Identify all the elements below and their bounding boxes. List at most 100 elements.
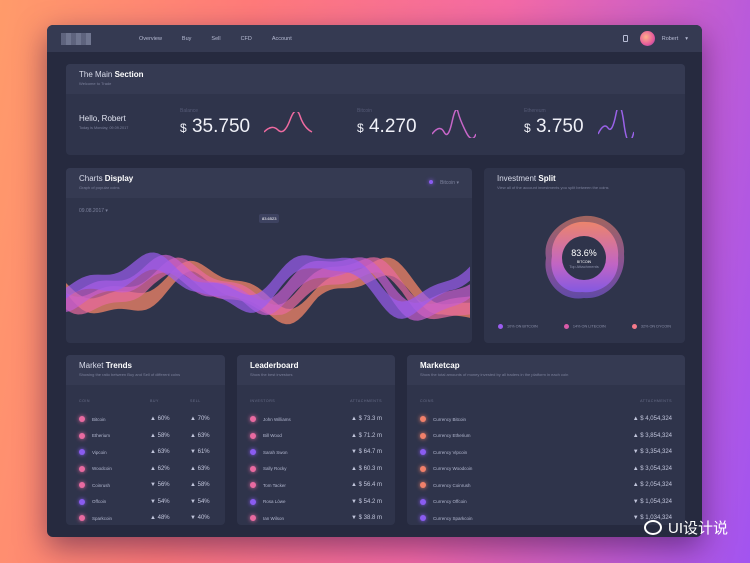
table-row[interactable]: Currency Offcoin ▼ $ 1,054,324 xyxy=(420,494,672,511)
row-name: Bitcoin xyxy=(92,416,106,422)
table-row[interactable]: Vipcoin ▲ 63% ▼ 61% xyxy=(79,444,212,461)
card-title: Marketcap xyxy=(420,361,460,370)
avatar[interactable] xyxy=(639,31,655,46)
table-row[interactable]: Offcoin ▼ 54% ▼ 54% xyxy=(79,494,212,511)
legend-dot-icon xyxy=(563,324,569,329)
row-value: ▲ 63% xyxy=(190,432,210,439)
stat-label: Bitcoin xyxy=(357,108,373,114)
table-row[interactable]: Sally Rocky ▲ $ 60.3 m xyxy=(250,461,382,478)
stat-balance: Balance $ 35.750 xyxy=(180,108,250,138)
row-name: Coinrush xyxy=(92,482,111,488)
nav-sell[interactable]: Sell xyxy=(211,35,221,42)
row-value: ▲ 60% xyxy=(150,416,170,423)
user-name[interactable]: Robert xyxy=(661,35,679,42)
legend-item: 10% ON BITCOIN xyxy=(498,324,538,329)
row-value: ▼ $ 64.7 m xyxy=(351,449,382,456)
chevron-down-icon[interactable]: ▾ xyxy=(685,35,688,42)
wechat-icon xyxy=(643,520,662,535)
row-value: ▼ 56% xyxy=(150,482,170,489)
table-row[interactable]: Currency Vipcoin ▼ $ 3,354,324 xyxy=(420,444,672,461)
coin-select[interactable]: Bitcoin ▾ xyxy=(429,180,459,192)
row-value: ▲ $ 71.2 m xyxy=(351,432,382,439)
stat-value: 3.750 xyxy=(535,116,584,137)
card-title: Market xyxy=(79,361,104,370)
coin-dot-icon xyxy=(420,498,426,505)
table-row[interactable]: Rosa Lówe ▼ $ 54.2 m xyxy=(250,494,382,511)
row-name: Tom Tacker xyxy=(263,482,286,488)
legend-label: 32% ON DYCOIN xyxy=(640,324,671,329)
table-row[interactable]: Currency Coinrush ▲ $ 2,054,324 xyxy=(420,477,672,494)
table-row[interactable]: Sarah Swon ▼ $ 64.7 m xyxy=(250,444,382,461)
row-value: ▼ $ 1,054,324 xyxy=(632,498,672,505)
legend-label: 14% ON LITECOIN xyxy=(572,324,606,329)
table-row[interactable]: Woodcoin ▲ 62% ▲ 63% xyxy=(79,461,212,478)
row-name: Sally Rocky xyxy=(263,466,287,472)
investment-percent: 83.6% xyxy=(571,248,597,258)
coin-dot-icon xyxy=(250,482,256,489)
trends-table: COIN BUY SELL Bitcoin ▲ 60% ▲ 70% Etherium ▲ 5… xyxy=(66,385,225,525)
coin-dot-icon xyxy=(79,498,85,505)
card-title-bold: Section xyxy=(114,70,144,79)
coin-dot-icon xyxy=(420,515,426,522)
table-row[interactable]: Ian Wilson ▼ $ 38.8 m xyxy=(250,510,382,525)
investment-blob xyxy=(545,215,625,299)
table-row[interactable]: Currency Bitcoin ▲ $ 4,054,324 xyxy=(420,411,672,428)
row-value: ▲ $ 56.4 m xyxy=(351,482,382,489)
nav-cfd[interactable]: CFD xyxy=(240,35,252,42)
row-name: Currency Vipcoin xyxy=(433,449,468,455)
coin-dot-icon xyxy=(79,515,85,522)
market-trends-card: Market Trends Showing the ratio between … xyxy=(66,355,225,525)
row-name: Woodcoin xyxy=(92,466,112,472)
greeting: Hello, Robert xyxy=(79,114,126,123)
logo[interactable] xyxy=(61,32,91,45)
row-name: Rosa Lówe xyxy=(263,499,286,505)
row-value: ▼ $ 38.8 m xyxy=(351,515,382,522)
table-row[interactable]: John Williams ▲ $ 73.3 m xyxy=(250,411,382,428)
stat-ethereum: Ethereum $ 3.750 xyxy=(524,108,584,138)
currency: $ xyxy=(524,121,531,135)
coin-dot-icon xyxy=(420,432,426,439)
row-value: ▲ 62% xyxy=(150,465,170,472)
coin-select-value: Bitcoin xyxy=(440,180,456,186)
coin-dot-icon xyxy=(250,416,256,423)
col-header: ATTACHMENTS xyxy=(640,399,672,403)
row-value: ▲ $ 3,854,324 xyxy=(632,432,672,439)
row-value: ▲ 58% xyxy=(150,432,170,439)
table-row[interactable]: Bitcoin ▲ 60% ▲ 70% xyxy=(79,411,212,428)
legend-item: 32% ON DYCOIN xyxy=(631,324,671,329)
table-row[interactable]: Currency Sparkcoin ▼ $ 1,034,324 xyxy=(420,510,672,525)
table-row[interactable]: Tom Tacker ▲ $ 56.4 m xyxy=(250,477,382,494)
table-row[interactable]: Coinrush ▼ 56% ▲ 58% xyxy=(79,477,212,494)
card-title: Charts xyxy=(79,174,103,183)
notification-icon[interactable] xyxy=(622,35,628,42)
date-text: Today is Monday, 09.09.2017 xyxy=(79,126,129,130)
coin-dot-icon xyxy=(250,432,256,439)
card-title: Investment xyxy=(497,174,537,183)
col-header: ATTACHMENTS xyxy=(350,399,382,403)
card-title-bold: Trends xyxy=(105,361,132,370)
watermark-text: UI设计说 xyxy=(667,520,728,537)
row-name: Sparkcoin xyxy=(92,515,113,521)
legend-label: 10% ON BITCOIN xyxy=(507,324,538,329)
wave-series xyxy=(66,252,470,319)
currency: $ xyxy=(357,121,364,135)
row-value: ▲ 58% xyxy=(190,482,210,489)
wave-chart[interactable] xyxy=(66,198,472,343)
nav-buy[interactable]: Buy xyxy=(181,35,192,42)
date-select[interactable]: 09.08.2017 ▾ xyxy=(79,208,108,214)
currency: $ xyxy=(180,121,187,135)
coin-dot-icon xyxy=(429,180,434,184)
nav-account[interactable]: Account xyxy=(271,35,292,42)
table-row[interactable]: Currency Etherium ▲ $ 3,854,324 xyxy=(420,428,672,445)
row-name: Currency Offcoin xyxy=(433,499,467,505)
nav-overview[interactable]: Overview xyxy=(139,35,162,42)
table-row[interactable]: Currency Woodcoin ▲ $ 3,054,324 xyxy=(420,461,672,478)
table-row[interactable]: Sparkcoin ▲ 48% ▼ 40% xyxy=(79,510,212,525)
row-name: Currency Bitcoin xyxy=(433,416,467,422)
sparkline-balance xyxy=(264,112,313,133)
stat-label: Balance xyxy=(180,108,199,114)
row-name: Offcoin xyxy=(92,499,107,505)
table-row[interactable]: Etherium ▲ 58% ▲ 63% xyxy=(79,428,212,445)
watermark: UI设计说 xyxy=(643,517,728,538)
table-row[interactable]: Bill Wood ▲ $ 71.2 m xyxy=(250,428,382,445)
